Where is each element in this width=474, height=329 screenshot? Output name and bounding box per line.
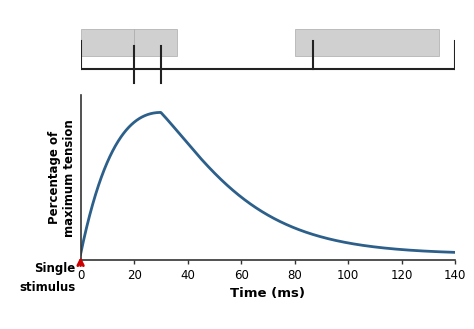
Bar xyxy=(134,29,177,56)
Bar xyxy=(81,29,134,56)
Text: stimulus: stimulus xyxy=(19,281,76,294)
X-axis label: Time (ms): Time (ms) xyxy=(230,288,305,300)
Bar xyxy=(294,29,439,56)
Text: Single: Single xyxy=(35,262,76,275)
Y-axis label: Percentage of
maximum tension: Percentage of maximum tension xyxy=(48,119,76,237)
